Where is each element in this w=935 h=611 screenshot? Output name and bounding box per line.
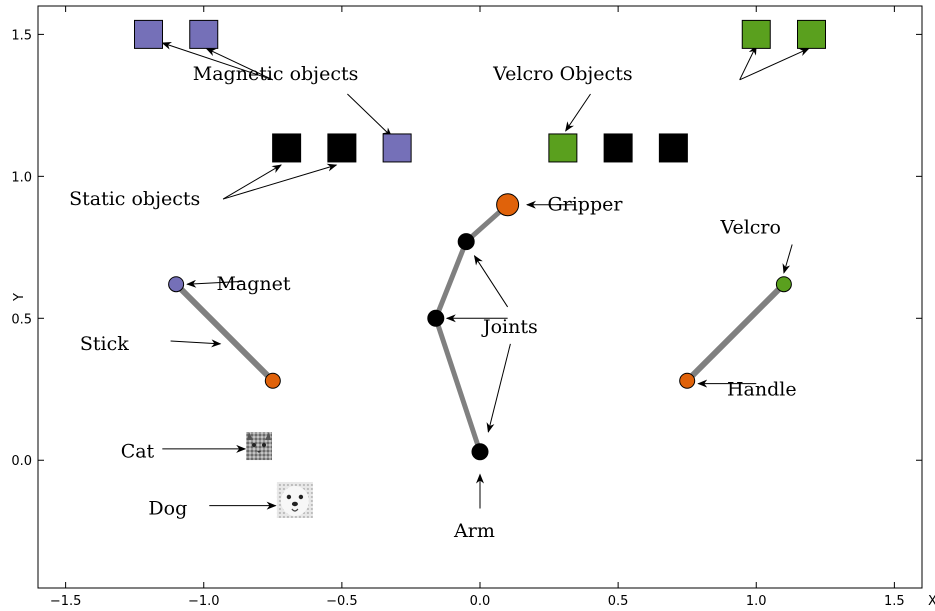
cat-icon-ears: [247, 432, 271, 441]
annotation-arrow: [222, 163, 338, 200]
dog-icon: [276, 481, 313, 518]
magnetic-object: [382, 133, 412, 163]
static-object: [603, 133, 633, 163]
dog-icon-mouth: [291, 508, 299, 512]
velcro-stick: [685, 282, 786, 383]
x-tick-label: 1.0: [746, 594, 767, 609]
annotation-arrow: [205, 48, 274, 81]
x-tick-label: 1.5: [884, 594, 905, 609]
annotation-arrow: [222, 164, 282, 200]
velcro-object: [797, 19, 826, 49]
annotation-arrow: [486, 343, 511, 433]
annotation-label: Cat: [121, 441, 155, 463]
joint-node: [471, 443, 489, 461]
links-layer: [174, 202, 786, 453]
annotation-arrow: [473, 254, 509, 308]
annotation-arrow: [161, 41, 273, 81]
y-tick-label: 0.5: [11, 312, 32, 327]
annotation-label: Gripper: [547, 194, 623, 216]
annotation-label: Magnetic objects: [193, 63, 359, 85]
cat-icon-eye: [252, 443, 256, 448]
magnet-stick-handle-node: [264, 372, 281, 389]
annotation-arrow: [739, 44, 757, 81]
annotation-label: Velcro: [719, 216, 780, 238]
y-axis-label: Y: [12, 293, 27, 302]
annotation-label: Stick: [80, 333, 129, 355]
objects-layer: [134, 19, 826, 163]
annotation-label: Joints: [481, 316, 538, 338]
annotation-label: Velcro Objects: [492, 63, 632, 85]
nodes-layer: [168, 193, 792, 461]
y-tick-label: 1.0: [11, 170, 32, 185]
y-tick-label: 1.5: [11, 28, 32, 43]
velcro-node: [775, 276, 792, 293]
gripper-node: [496, 193, 520, 217]
dog-icon-face: [280, 485, 309, 516]
annotation-arrow: [347, 93, 393, 138]
icons-layer: [246, 432, 313, 518]
dog-icon-nose: [291, 501, 298, 507]
magnet-stick: [174, 282, 275, 383]
annotation-label: Magnet: [216, 273, 290, 295]
magnet-node: [168, 276, 185, 293]
joint-node: [457, 233, 475, 251]
joint-node: [427, 309, 445, 327]
x-tick-label: 0.0: [470, 594, 491, 609]
velcro-stick-handle-node: [679, 372, 696, 389]
arrows-layer: [161, 41, 810, 510]
arm-link: [433, 240, 469, 320]
plot-frame: −1.5 −1.0 −0.5 0.0 0.5 1.0 1.5 0.0 0.5 1.0 1.5 X Y: [11, 5, 935, 609]
annotation-arrow: [565, 93, 591, 132]
cat-icon-eye: [262, 443, 266, 448]
annotation-label: Handle: [727, 378, 797, 400]
x-tick-label: −1.0: [188, 594, 220, 609]
x-axis-label: X: [928, 594, 935, 609]
annotation-arrow: [170, 339, 222, 348]
annotation-arrow: [782, 244, 793, 274]
velcro-object: [548, 133, 578, 163]
dog-icon-eye: [298, 494, 304, 500]
velcro-object: [741, 19, 771, 49]
arm-link: [433, 317, 483, 453]
y-tick-label: 0.0: [11, 454, 32, 469]
cat-icon-nose: [257, 451, 261, 454]
cat-icon: [246, 432, 272, 461]
x-tick-label: −0.5: [326, 594, 358, 609]
labels-layer: Magnetic objects Velcro Objects Static obj…: [69, 63, 796, 542]
magnetic-object: [134, 19, 163, 49]
x-tick-label: 0.5: [608, 594, 629, 609]
annotation-arrow: [186, 279, 243, 288]
x-tick-label: −1.5: [50, 594, 82, 609]
annotation-label: Arm: [453, 520, 495, 542]
magnetic-object: [189, 19, 219, 49]
annotation-label: Static objects: [69, 188, 200, 210]
dog-icon-eye: [286, 494, 292, 500]
annotation-arrow: [739, 48, 810, 81]
static-object: [327, 133, 357, 163]
static-object: [272, 133, 302, 163]
static-object: [658, 133, 688, 163]
annotation-label: Dog: [148, 498, 187, 520]
